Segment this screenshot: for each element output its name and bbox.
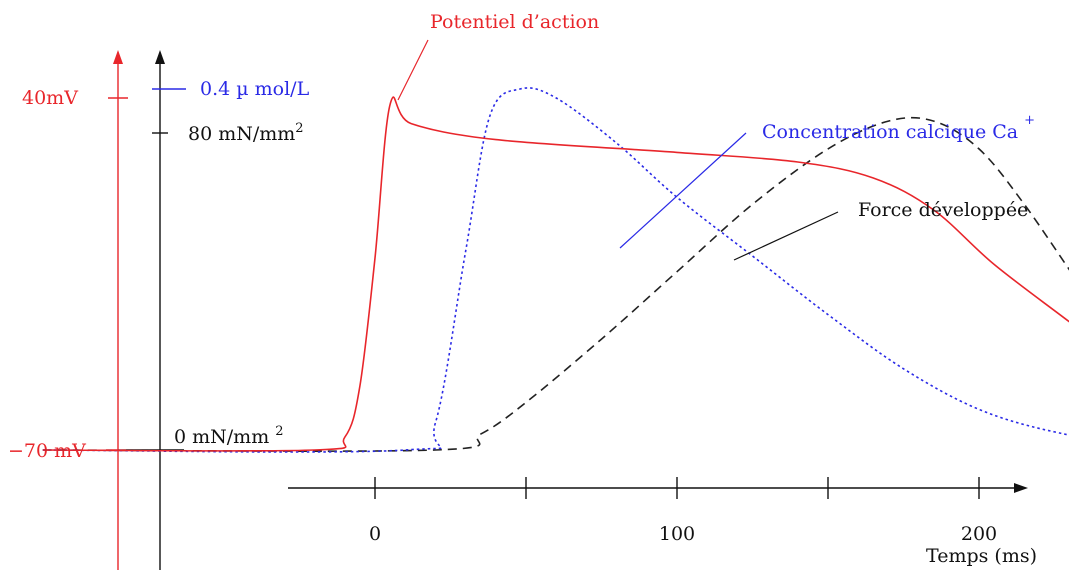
time-tick-label-200: 200 bbox=[961, 523, 997, 545]
time-tick-label-100: 100 bbox=[659, 523, 695, 545]
time-axis: 0100200300 Temps (ms) bbox=[288, 477, 1037, 567]
time-tick-label-0: 0 bbox=[369, 523, 381, 545]
series-label-force: Force développée bbox=[858, 199, 1028, 221]
annotation-action-potential: Potentiel d’action bbox=[397, 11, 599, 101]
action-potential-curve bbox=[42, 96, 1069, 452]
force-curve bbox=[42, 116, 1069, 452]
voltage-tick-label-neg70: −70 mV bbox=[8, 440, 86, 462]
force-axis-arrow-icon bbox=[155, 50, 165, 64]
calcium-curve bbox=[42, 87, 1069, 453]
force-axis: 0.4 µ mol/L 80 mN/mm2 0 mN/mm 2 bbox=[126, 50, 310, 570]
voltage-axis-arrow-icon bbox=[113, 50, 123, 64]
time-axis-arrow-icon bbox=[1014, 483, 1028, 493]
calcium-top-label: 0.4 µ mol/L bbox=[200, 78, 310, 100]
voltage-tick-label-40: 40mV bbox=[22, 87, 78, 109]
time-axis-label: Temps (ms) bbox=[926, 545, 1037, 567]
annotation-calcium: Concentration calcique Ca+ bbox=[619, 113, 1035, 249]
force-label-80: 80 mN/mm2 bbox=[188, 121, 304, 145]
series-label-calcium: Concentration calcique Ca+ bbox=[762, 113, 1035, 143]
series-label-action-potential: Potentiel d’action bbox=[430, 11, 599, 33]
force-label-0: 0 mN/mm 2 bbox=[174, 424, 284, 448]
annotation-force: Force développée bbox=[733, 199, 1028, 261]
voltage-axis: 40mV −70 mV bbox=[8, 50, 128, 570]
